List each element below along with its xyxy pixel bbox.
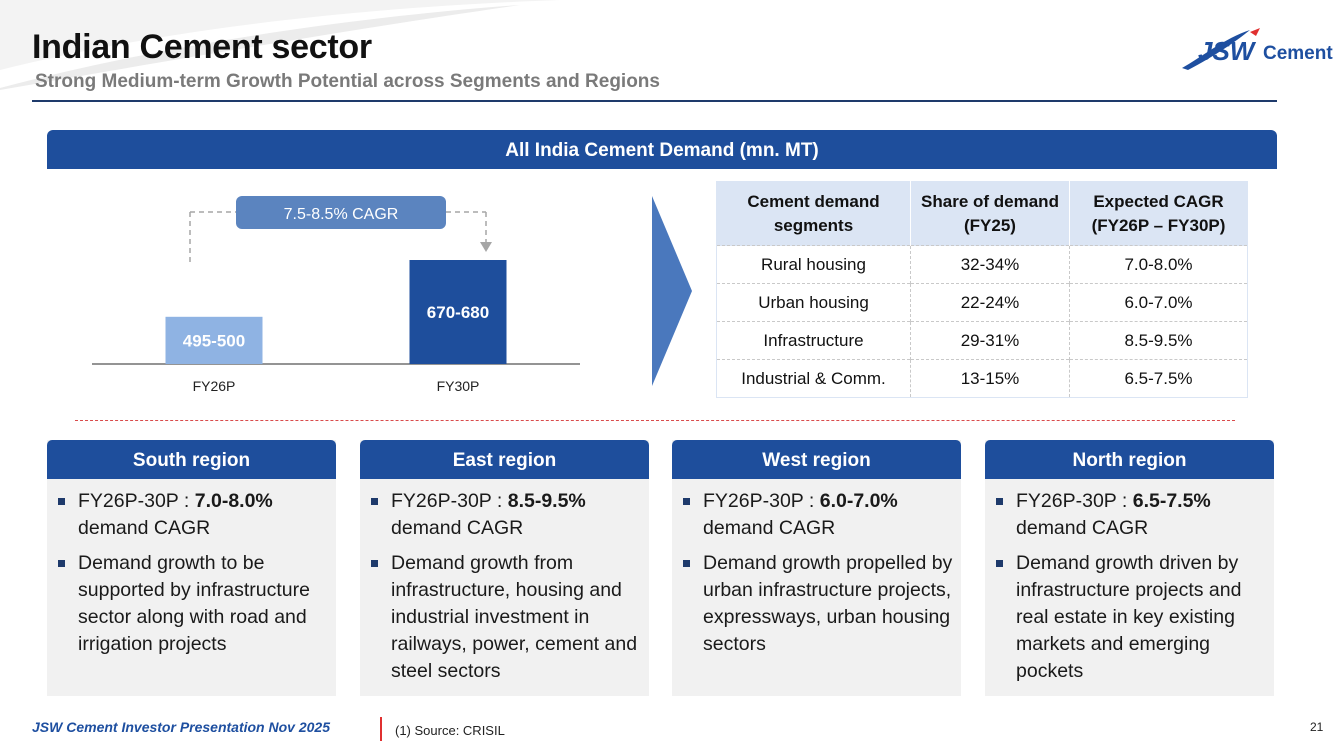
region-card-south: South region FY26P-30P : 7.0-8.0% demand … xyxy=(47,440,336,696)
chart-to-table-arrow xyxy=(652,196,692,386)
table-cell: Industrial & Comm. xyxy=(716,359,911,398)
region-title: South region xyxy=(47,440,336,479)
region-bullets: FY26P-30P : 6.0-7.0% demand CAGR Demand g… xyxy=(672,479,961,658)
x-tick-label: FY26P xyxy=(193,378,236,394)
table-row: Rural housing 32-34% 7.0-8.0% xyxy=(716,245,1248,284)
table-cell: 6.0-7.0% xyxy=(1069,283,1248,322)
jsw-logo: JSW xyxy=(1182,28,1260,70)
table-row: Infrastructure 29-31% 8.5-9.5% xyxy=(716,321,1248,360)
region-bullets: FY26P-30P : 7.0-8.0% demand CAGR Demand g… xyxy=(47,479,336,658)
table-cell: 8.5-9.5% xyxy=(1069,321,1248,360)
region-card-east: East region FY26P-30P : 8.5-9.5% demand C… xyxy=(360,440,649,696)
section-divider xyxy=(75,420,1235,421)
footer-separator xyxy=(380,717,382,741)
cagr-arrowhead xyxy=(480,242,492,252)
region-card-north: North region FY26P-30P : 6.5-7.5% demand … xyxy=(985,440,1274,696)
table-header-cell: Cement demand segments xyxy=(716,181,911,246)
demand-banner: All India Cement Demand (mn. MT) xyxy=(47,130,1277,169)
region-title: East region xyxy=(360,440,649,479)
table-cell: Infrastructure xyxy=(716,321,911,360)
cagr-bullet: FY26P-30P : 7.0-8.0% demand CAGR xyxy=(55,488,328,542)
table-cell: 32-34% xyxy=(910,245,1070,284)
table-row: Urban housing 22-24% 6.0-7.0% xyxy=(716,283,1248,322)
region-card-west: West region FY26P-30P : 6.0-7.0% demand C… xyxy=(672,440,961,696)
logo-mark: JSW xyxy=(1198,36,1257,66)
bar-fy26p xyxy=(165,316,263,364)
page-number: 21 xyxy=(1310,720,1324,734)
table-cell: 29-31% xyxy=(910,321,1070,360)
detail-bullet: Demand growth to be supported by infrast… xyxy=(55,550,328,658)
bar-fy30p xyxy=(409,260,507,364)
logo-text: Cement xyxy=(1263,43,1333,64)
region-bullets: FY26P-30P : 8.5-9.5% demand CAGR Demand g… xyxy=(360,479,649,685)
table-header-row: Cement demand segments Share of demand (… xyxy=(716,181,1248,246)
segment-table: Cement demand segments Share of demand (… xyxy=(716,181,1248,398)
cagr-pill xyxy=(236,196,446,229)
region-bullets: FY26P-30P : 6.5-7.5% demand CAGR Demand g… xyxy=(985,479,1274,685)
table-cell: Rural housing xyxy=(716,245,911,284)
table-cell: Urban housing xyxy=(716,283,911,322)
table-cell: 7.0-8.0% xyxy=(1069,245,1248,284)
bar-value-label: 495-500 xyxy=(183,331,245,350)
x-tick-label: FY30P xyxy=(437,378,480,394)
cagr-bullet: FY26P-30P : 8.5-9.5% demand CAGR xyxy=(368,488,641,542)
demand-bar-chart: 7.5-8.5% CAGR 495-500 FY26P 670-680 FY30P xyxy=(92,196,580,394)
table-cell: 6.5-7.5% xyxy=(1069,359,1248,398)
table-row: Industrial & Comm. 13-15% 6.5-7.5% xyxy=(716,359,1248,398)
detail-bullet: Demand growth from infrastructure, housi… xyxy=(368,550,641,685)
table-cell: 13-15% xyxy=(910,359,1070,398)
page-subtitle: Strong Medium-term Growth Potential acro… xyxy=(35,71,660,92)
table-header-cell: Expected CAGR (FY26P – FY30P) xyxy=(1069,181,1248,246)
table-header-cell: Share of demand (FY25) xyxy=(910,181,1070,246)
region-title: North region xyxy=(985,440,1274,479)
cagr-label: 7.5-8.5% CAGR xyxy=(284,206,399,223)
bar-value-label: 670-680 xyxy=(427,303,489,322)
region-title: West region xyxy=(672,440,961,479)
footer-presentation-title: JSW Cement Investor Presentation Nov 202… xyxy=(32,719,330,735)
detail-bullet: Demand growth driven by infrastructure p… xyxy=(993,550,1266,685)
cagr-bullet: FY26P-30P : 6.0-7.0% demand CAGR xyxy=(680,488,953,542)
page-title: Indian Cement sector xyxy=(32,28,372,66)
logo-swoosh xyxy=(1182,30,1250,70)
table-cell: 22-24% xyxy=(910,283,1070,322)
cagr-bullet: FY26P-30P : 6.5-7.5% demand CAGR xyxy=(993,488,1266,542)
footer-source: (1) Source: CRISIL xyxy=(395,723,505,738)
detail-bullet: Demand growth propelled by urban infrast… xyxy=(680,550,953,658)
header-divider xyxy=(32,100,1277,102)
